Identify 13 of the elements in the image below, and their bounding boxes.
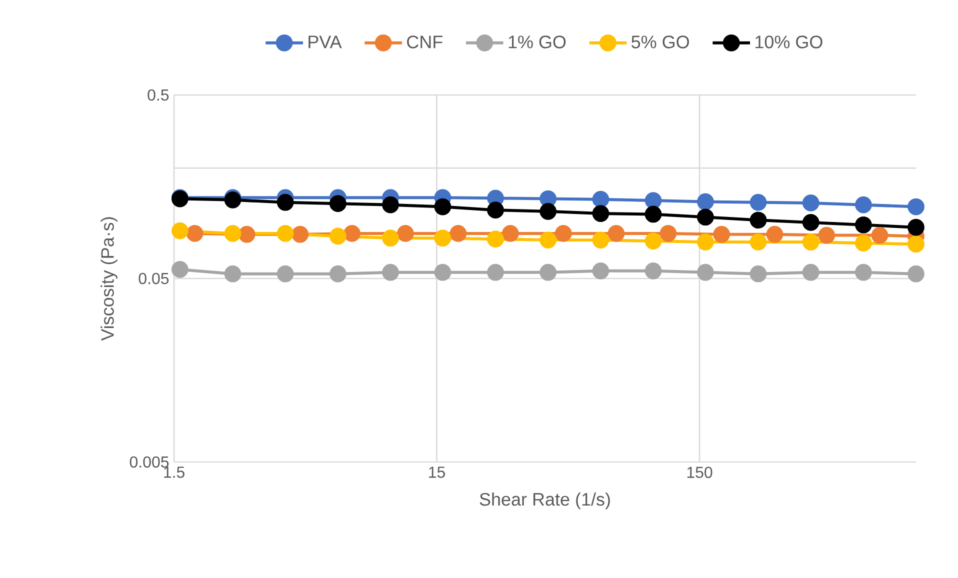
x-tick-label: 1.5: [164, 466, 184, 478]
y-tick-label: 0.005: [130, 456, 169, 468]
x-tick-label: 15: [429, 466, 445, 478]
legend-label: 5% GO: [632, 36, 689, 48]
x-axis-title: Shear Rate (1/s): [480, 492, 610, 510]
legend-label: PVA: [308, 36, 342, 48]
y-tick-label: 0.5: [148, 89, 169, 101]
y-axis-title: Viscosity (Pa·s): [100, 217, 118, 341]
x-tick-label: 150: [687, 466, 712, 478]
y-tick-label: 0.05: [138, 272, 169, 284]
legend-label: 10% GO: [756, 36, 822, 48]
legend-label: 1% GO: [508, 36, 566, 48]
legend-label: CNF: [407, 36, 442, 48]
